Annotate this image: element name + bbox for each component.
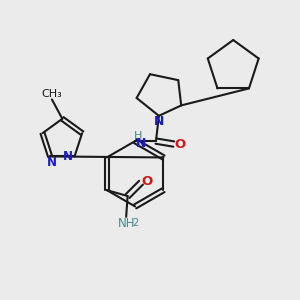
Text: N: N <box>136 137 146 150</box>
Text: CH₃: CH₃ <box>41 88 62 98</box>
Text: O: O <box>175 138 186 151</box>
Text: 2: 2 <box>133 218 139 228</box>
Text: H: H <box>134 131 142 141</box>
Text: N: N <box>46 156 57 169</box>
Text: O: O <box>141 175 153 188</box>
Text: N: N <box>63 150 73 163</box>
Text: NH: NH <box>117 217 135 230</box>
Text: N: N <box>154 115 164 128</box>
